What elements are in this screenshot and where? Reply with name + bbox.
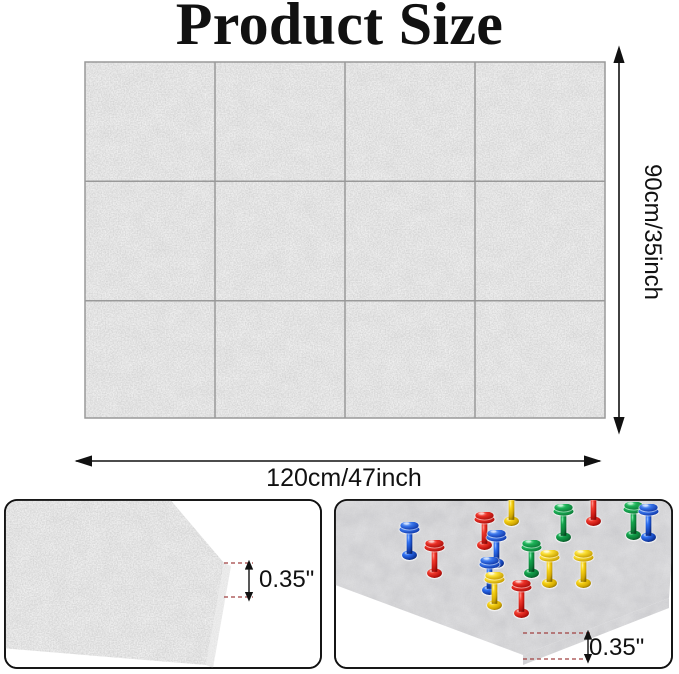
svg-text:0.35": 0.35" xyxy=(259,566,314,593)
svg-text:0.35": 0.35" xyxy=(589,634,644,661)
svg-text:120cm/47inch: 120cm/47inch xyxy=(266,464,422,492)
svg-text:90cm/35inch: 90cm/35inch xyxy=(639,164,666,300)
